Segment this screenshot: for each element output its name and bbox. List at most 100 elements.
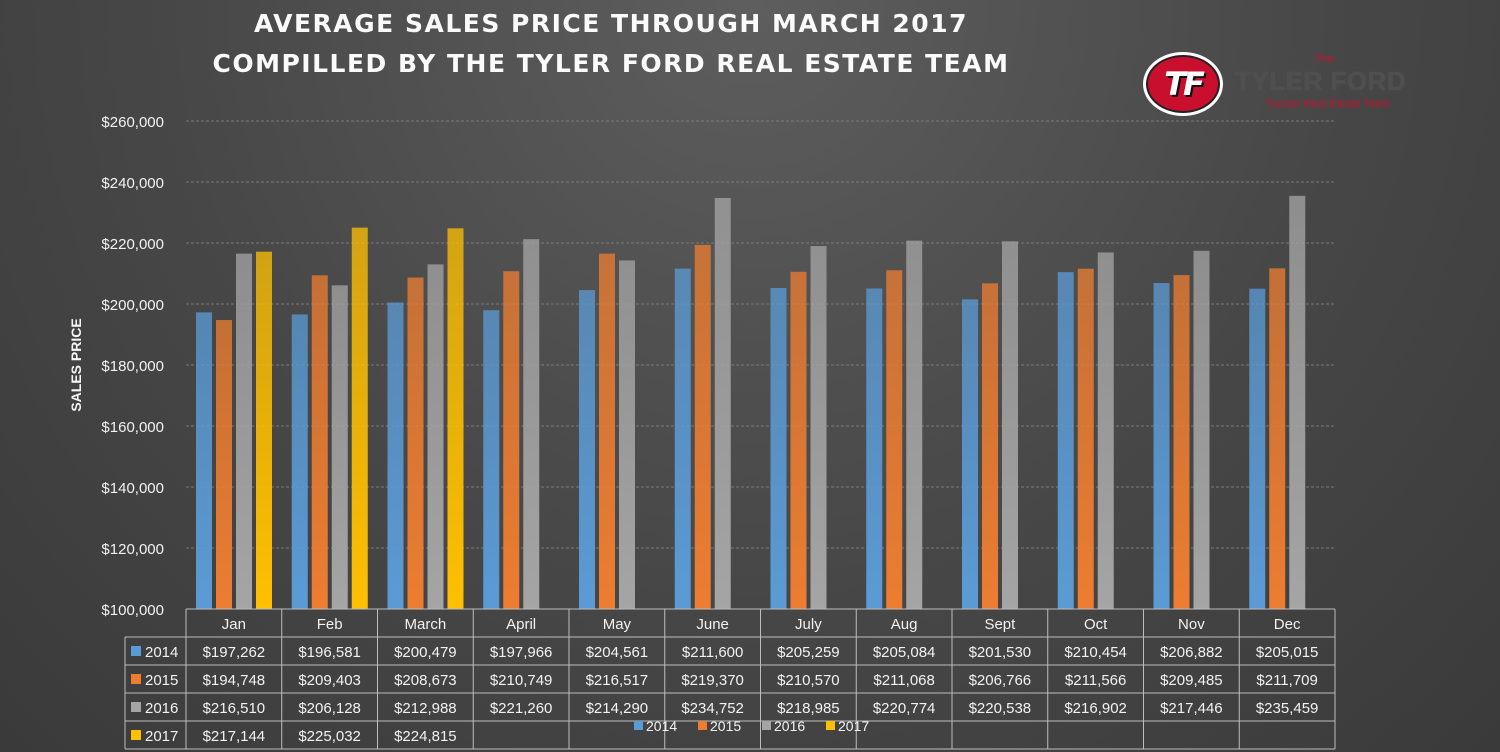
table-cell: $234,752 xyxy=(681,700,744,717)
table-cell: $209,485 xyxy=(1160,672,1223,689)
bar-2014-april xyxy=(483,310,500,609)
table-row-key-2016 xyxy=(131,702,141,712)
legend-label: 2016 xyxy=(774,718,805,734)
bar-2015-march xyxy=(407,277,424,609)
table-cell: $206,882 xyxy=(1160,644,1223,661)
logo-the: The xyxy=(1315,53,1334,65)
table-cell: $208,673 xyxy=(394,672,457,689)
table-cell: $200,479 xyxy=(394,644,457,661)
table-cell: $211,600 xyxy=(682,644,743,661)
bar-2017-march xyxy=(447,228,464,609)
bar-2016-may xyxy=(619,260,635,609)
x-tick-label: May xyxy=(603,616,632,633)
y-tick-label: $220,000 xyxy=(101,236,164,253)
table-row-label: 2017 xyxy=(145,728,178,745)
table-cell: $235,459 xyxy=(1256,700,1319,717)
legend-swatch-2016 xyxy=(762,721,771,730)
x-tick-label: July xyxy=(795,616,822,633)
bar-2017-feb xyxy=(351,227,368,609)
x-tick-label: June xyxy=(696,616,729,633)
legend-swatch-2015 xyxy=(698,721,707,730)
legend-swatch-2017 xyxy=(826,721,835,730)
legend-label: 2014 xyxy=(646,718,677,734)
y-axis-tick-labels: $100,000 $120,000 $140,000 $160,000 $180,000… xyxy=(101,114,164,619)
bar-2014-nov xyxy=(1153,283,1170,609)
bar-2016-june xyxy=(714,198,731,609)
bar-2014-aug xyxy=(866,288,883,609)
table-cell: $197,966 xyxy=(490,644,553,661)
table-cell: $217,144 xyxy=(203,728,266,745)
table-cell: $210,570 xyxy=(777,672,840,689)
y-axis-title: SALES PRICE xyxy=(68,318,84,411)
x-tick-label: Jan xyxy=(222,616,246,633)
logo-subtitle: Tucson Real Estate Team xyxy=(1265,98,1391,110)
table-cell: $211,709 xyxy=(1256,672,1317,689)
bar-2016-nov xyxy=(1193,250,1210,609)
table-row-key-2015 xyxy=(131,674,141,684)
bar-2016-oct xyxy=(1097,252,1114,609)
bar-2015-dec xyxy=(1269,268,1286,609)
x-tick-label: Oct xyxy=(1084,616,1108,633)
bar-2016-feb xyxy=(331,285,348,609)
bar-2014-march xyxy=(387,302,404,609)
y-tick-label: $140,000 xyxy=(101,480,164,497)
table-cell: $205,259 xyxy=(777,644,840,661)
y-tick-label: $120,000 xyxy=(101,541,164,558)
table-row-label: 2014 xyxy=(145,644,178,661)
bar-2016-july xyxy=(810,246,827,609)
bar-2016-aug xyxy=(906,240,923,610)
table-cell: $194,748 xyxy=(203,672,266,689)
table-cell: $220,774 xyxy=(873,700,936,717)
legend-swatch-2014 xyxy=(634,721,643,730)
bar-2015-jan xyxy=(216,320,232,609)
y-tick-label: $180,000 xyxy=(101,358,164,375)
bar-2015-april xyxy=(503,271,520,609)
table-cell: $212,988 xyxy=(394,700,457,717)
bar-2014-may xyxy=(579,290,595,609)
bar-2016-dec xyxy=(1289,195,1306,610)
x-tick-label: Feb xyxy=(317,616,343,633)
table-cell: $216,902 xyxy=(1064,700,1127,717)
y-tick-label: $260,000 xyxy=(101,114,164,131)
bar-2014-sept xyxy=(962,299,978,609)
table-cell: $219,370 xyxy=(681,672,744,689)
table-row-label: 2015 xyxy=(145,672,178,689)
bar-2016-april xyxy=(523,239,540,610)
chart-title: AVERAGE SALES PRICE THROUGH MARCH 2017 xyxy=(253,9,968,38)
bar-2014-oct xyxy=(1057,272,1074,609)
y-tick-label: $240,000 xyxy=(101,175,164,192)
bar-2015-june xyxy=(694,244,711,609)
bar-2015-sept xyxy=(982,283,998,609)
bar-2014-feb xyxy=(291,314,308,609)
table-cell: $216,510 xyxy=(203,700,266,717)
bar-2015-aug xyxy=(886,270,903,609)
table-cell: $221,260 xyxy=(490,700,553,717)
x-tick-label: April xyxy=(506,616,536,633)
table-cell: $201,530 xyxy=(969,644,1032,661)
table-cell: $209,403 xyxy=(298,672,361,689)
table-cell: $224,815 xyxy=(394,728,457,745)
table-cell: $211,566 xyxy=(1065,672,1126,689)
bar-2014-dec xyxy=(1249,288,1266,609)
bar-2016-sept xyxy=(1002,241,1018,609)
bar-2015-may xyxy=(599,253,615,609)
bar-2015-nov xyxy=(1173,275,1190,609)
chart-subtitle: COMPILLED BY THE TYLER FORD REAL ESTATE … xyxy=(212,49,1010,78)
legend: 2014 2015 2016 2017 xyxy=(634,718,869,734)
x-tick-label: Nov xyxy=(1178,616,1205,633)
table-row-key-2017 xyxy=(131,730,141,740)
bars xyxy=(196,195,1306,610)
table-cell: $220,538 xyxy=(969,700,1032,717)
y-tick-label: $100,000 xyxy=(101,602,164,619)
table-cell: $206,128 xyxy=(298,700,361,717)
y-tick-label: $160,000 xyxy=(101,419,164,436)
data-table: Jan Feb March April May June July Aug Sept Oct Nov… xyxy=(124,608,1336,750)
x-tick-label: March xyxy=(405,616,447,633)
bar-2014-july xyxy=(770,287,787,609)
logo-monogram: TF xyxy=(1143,52,1223,116)
table-cell: $218,985 xyxy=(777,700,840,717)
table-row-label: 2016 xyxy=(145,700,178,717)
bar-2015-feb xyxy=(311,275,328,609)
table-cell: $210,749 xyxy=(490,672,553,689)
